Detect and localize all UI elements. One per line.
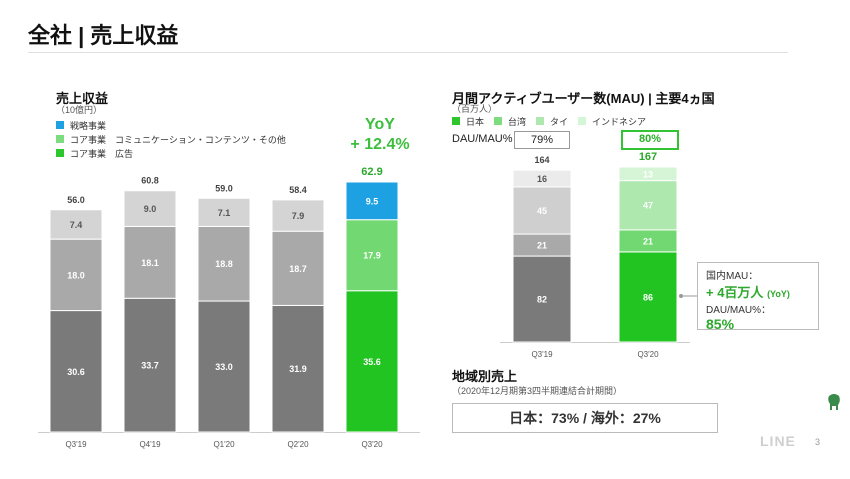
bar-segment xyxy=(271,304,325,433)
dau-mau-label: DAU/MAU% xyxy=(452,133,513,145)
bar-segment xyxy=(197,225,251,302)
x-tick-label: Q2'20 xyxy=(287,440,309,449)
bar-value-label: 13 xyxy=(643,169,653,179)
bar-total-label: 62.9 xyxy=(361,166,382,178)
bar-total-label: 58.4 xyxy=(289,185,307,195)
legend-swatch xyxy=(536,117,545,125)
bar-value-label: 9.5 xyxy=(366,196,379,206)
callout-connector-dot xyxy=(679,294,683,298)
bar-total-label: 164 xyxy=(534,155,549,165)
bar-segment xyxy=(123,297,177,433)
legend-swatch xyxy=(452,117,460,125)
bar-value-label: 16 xyxy=(537,174,547,184)
bar-value-label: 30.6 xyxy=(67,367,85,377)
bar-value-label: 18.7 xyxy=(289,264,307,274)
callout-dau-label: DAU/MAU%： xyxy=(706,305,772,316)
bar-value-label: 82 xyxy=(537,295,547,305)
dau-mau-q3-19: 79% xyxy=(514,131,570,149)
legend-item: インドネシア xyxy=(578,114,646,128)
bar-value-label: 31.9 xyxy=(289,364,307,374)
bar-segment xyxy=(618,251,678,343)
callout-dau-value: 85% xyxy=(706,316,735,332)
x-tick-label: Q4'19 xyxy=(139,440,161,449)
bar-value-label: 33.7 xyxy=(141,361,159,371)
dau-mau-q3-20: 80% xyxy=(621,130,679,150)
x-tick-label: Q3'19 xyxy=(531,350,553,359)
mau-title: 月間アクティブユーザー数(MAU) | 主要4ヵ国 xyxy=(452,91,715,106)
revenue-title: 売上収益 xyxy=(56,91,109,106)
bar-value-label: 7.4 xyxy=(70,220,83,230)
mau-unit: （百万人） xyxy=(452,104,498,114)
page-number: 3 xyxy=(815,437,821,447)
bar-segment xyxy=(512,255,572,343)
yoy-growth: YoY + 12.4% xyxy=(330,115,430,155)
region-summary: 日本：73% / 海外：27% xyxy=(452,403,718,433)
x-tick-label: Q1'20 xyxy=(213,440,235,449)
legend-swatch xyxy=(494,117,503,125)
bar-total-label: 59.0 xyxy=(215,183,233,193)
page-title: 全社 | 売上収益 xyxy=(28,23,179,48)
bar-segment xyxy=(345,181,399,221)
legend-swatch xyxy=(56,149,64,157)
legend-item: コア事業 広告 xyxy=(56,146,286,160)
bar-segment xyxy=(49,310,103,433)
bar-value-label: 21 xyxy=(537,241,547,251)
region-title: 地域別売上 xyxy=(452,369,518,384)
yoy-label: YoY xyxy=(365,116,395,133)
legend-item: 日本 xyxy=(452,114,484,128)
region-subtitle: （2020年12月期第3四半期連結合計期間） xyxy=(452,386,623,396)
bar-total-label: 56.0 xyxy=(67,195,85,205)
bar-total-label: 167 xyxy=(639,151,657,163)
bar-value-label: 7.9 xyxy=(292,211,305,221)
legend-swatch xyxy=(578,117,587,125)
revenue-unit: （10億円） xyxy=(56,105,103,115)
x-tick-label: Q3'20 xyxy=(361,440,383,449)
legend-item: 戦略事業 xyxy=(56,118,286,132)
bar-value-label: 17.9 xyxy=(363,251,381,261)
legend-item: コア事業 コミュニケーション・コンテンツ・その他 xyxy=(56,132,286,146)
bar-value-label: 18.1 xyxy=(141,258,159,268)
x-tick-label: Q3'20 xyxy=(637,350,659,359)
domestic-mau-callout: 国内MAU： + 4百万人 (YoY) DAU/MAU%： 85% xyxy=(697,262,819,332)
bar-value-label: 86 xyxy=(643,292,653,302)
elephant-icon xyxy=(828,394,840,410)
legend-swatch xyxy=(56,135,64,143)
brand-logo: LINE xyxy=(760,433,796,449)
bar-segment xyxy=(345,219,399,292)
callout-value: + 4百万人 (YoY) xyxy=(706,285,790,300)
legend-swatch xyxy=(56,121,64,129)
revenue-legend: 戦略事業 コア事業 コミュニケーション・コンテンツ・その他 コア事業 広告 xyxy=(56,118,286,160)
title-divider xyxy=(28,52,788,53)
bar-segment xyxy=(618,180,678,231)
bar-value-label: 18.8 xyxy=(215,259,233,269)
bar-segment xyxy=(271,199,325,232)
bar-segment xyxy=(123,190,177,227)
bar-segment xyxy=(197,197,251,227)
mau-legend: 日本 台湾 タイ インドネシア xyxy=(452,114,646,128)
bar-value-label: 7.1 xyxy=(218,208,231,218)
bar-value-label: 47 xyxy=(643,201,653,211)
callout-label: 国内MAU： xyxy=(706,271,759,282)
x-tick-label: Q3'19 xyxy=(65,440,87,449)
bar-value-label: 18.0 xyxy=(67,270,85,280)
bar-value-label: 9.0 xyxy=(144,204,157,214)
bar-segment xyxy=(123,225,177,299)
bar-value-label: 33.0 xyxy=(215,362,233,372)
yoy-value: + 12.4% xyxy=(350,136,410,153)
legend-item: タイ xyxy=(536,114,568,128)
bar-value-label: 35.6 xyxy=(363,357,381,367)
legend-item: 台湾 xyxy=(494,114,526,128)
bar-total-label: 60.8 xyxy=(141,176,159,186)
bar-segment xyxy=(618,166,678,182)
bar-value-label: 45 xyxy=(537,206,547,216)
bar-segment xyxy=(512,169,572,188)
bar-segment xyxy=(345,290,399,433)
bar-value-label: 21 xyxy=(643,236,653,246)
bar-segment xyxy=(49,209,103,240)
